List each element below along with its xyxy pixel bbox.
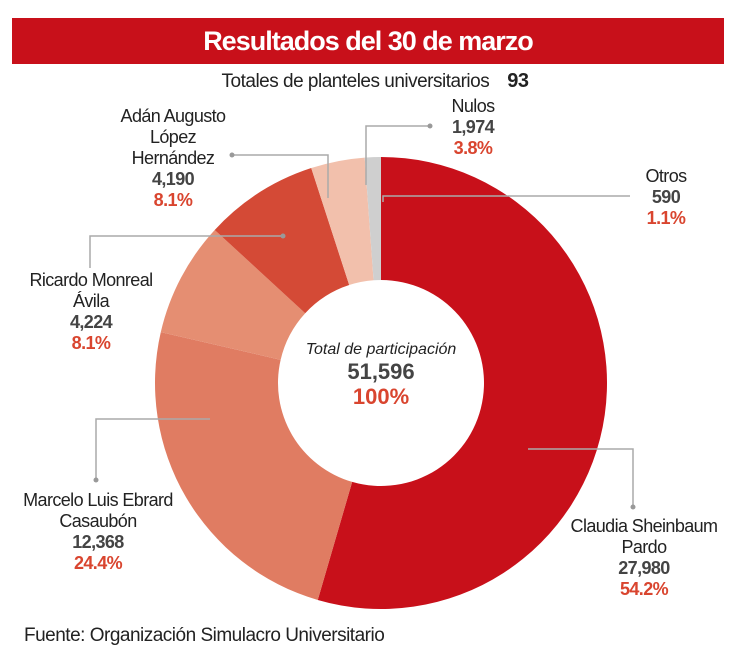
totals-row: Totales de planteles universitarios 93 bbox=[0, 70, 750, 93]
label-name: Nulos bbox=[451, 96, 495, 116]
center-label: Total de participación bbox=[305, 341, 457, 358]
label-name: Adán Augusto López Hernández bbox=[120, 106, 227, 168]
label-percent: 8.1% bbox=[153, 190, 193, 210]
label-name: Otros bbox=[645, 166, 687, 186]
source-note: Fuente: Organización Simulacro Universit… bbox=[24, 625, 385, 646]
slice-4 bbox=[311, 157, 374, 286]
leader-lines bbox=[89, 125, 634, 506]
label-value: 27,980 bbox=[618, 558, 670, 578]
label-name: Ricardo Monreal Ávila bbox=[29, 270, 153, 311]
slice-label-nulos: Nulos 1,974 3.8% bbox=[451, 96, 495, 159]
center-percent: 100% bbox=[352, 384, 410, 409]
label-value: 4,224 bbox=[69, 312, 113, 332]
slice-0 bbox=[317, 157, 607, 609]
slice-label-marcelo: Marcelo Luis Ebrard Casaubón 12,368 24.4… bbox=[23, 490, 173, 574]
slice-label-otros: Otros 590 1.1% bbox=[645, 166, 687, 229]
slice-1 bbox=[154, 332, 353, 600]
label-value: 590 bbox=[651, 187, 681, 207]
slice-label-adan: Adán Augusto López Hernández 4,190 8.1% bbox=[108, 106, 238, 211]
center-value: 51,596 bbox=[347, 359, 415, 384]
label-name: Marcelo Luis Ebrard Casaubón bbox=[23, 490, 173, 531]
slice-3 bbox=[214, 168, 350, 314]
donut-center: Total de participación 51,596 100% bbox=[306, 340, 457, 409]
slice-5 bbox=[364, 157, 381, 281]
label-percent: 1.1% bbox=[646, 208, 686, 228]
label-percent: 54.2% bbox=[619, 579, 669, 599]
leader-line-otros bbox=[382, 195, 630, 202]
totals-label: Totales de planteles universitarios bbox=[221, 71, 490, 92]
label-value: 4,190 bbox=[151, 169, 195, 189]
leader-line-marcelo bbox=[95, 418, 210, 480]
slice-label-claudia: Claudia Sheinbaum Pardo 27,980 54.2% bbox=[559, 516, 729, 600]
label-value: 12,368 bbox=[72, 532, 124, 552]
label-name: Claudia Sheinbaum Pardo bbox=[570, 516, 719, 557]
label-percent: 3.8% bbox=[453, 138, 493, 158]
label-percent: 24.4% bbox=[73, 553, 123, 573]
label-value: 1,974 bbox=[451, 117, 495, 137]
leader-line-claudia bbox=[528, 448, 634, 506]
leader-line-ricardo bbox=[89, 235, 283, 268]
chart-title: Resultados del 30 de marzo bbox=[12, 18, 724, 64]
totals-value: 93 bbox=[507, 70, 529, 92]
leader-line-nulos bbox=[365, 125, 430, 185]
slice-label-ricardo: Ricardo Monreal Ávila 4,224 8.1% bbox=[16, 270, 166, 354]
leader-line-adan bbox=[232, 154, 329, 198]
label-percent: 8.1% bbox=[71, 333, 111, 353]
slice-2 bbox=[160, 229, 306, 360]
